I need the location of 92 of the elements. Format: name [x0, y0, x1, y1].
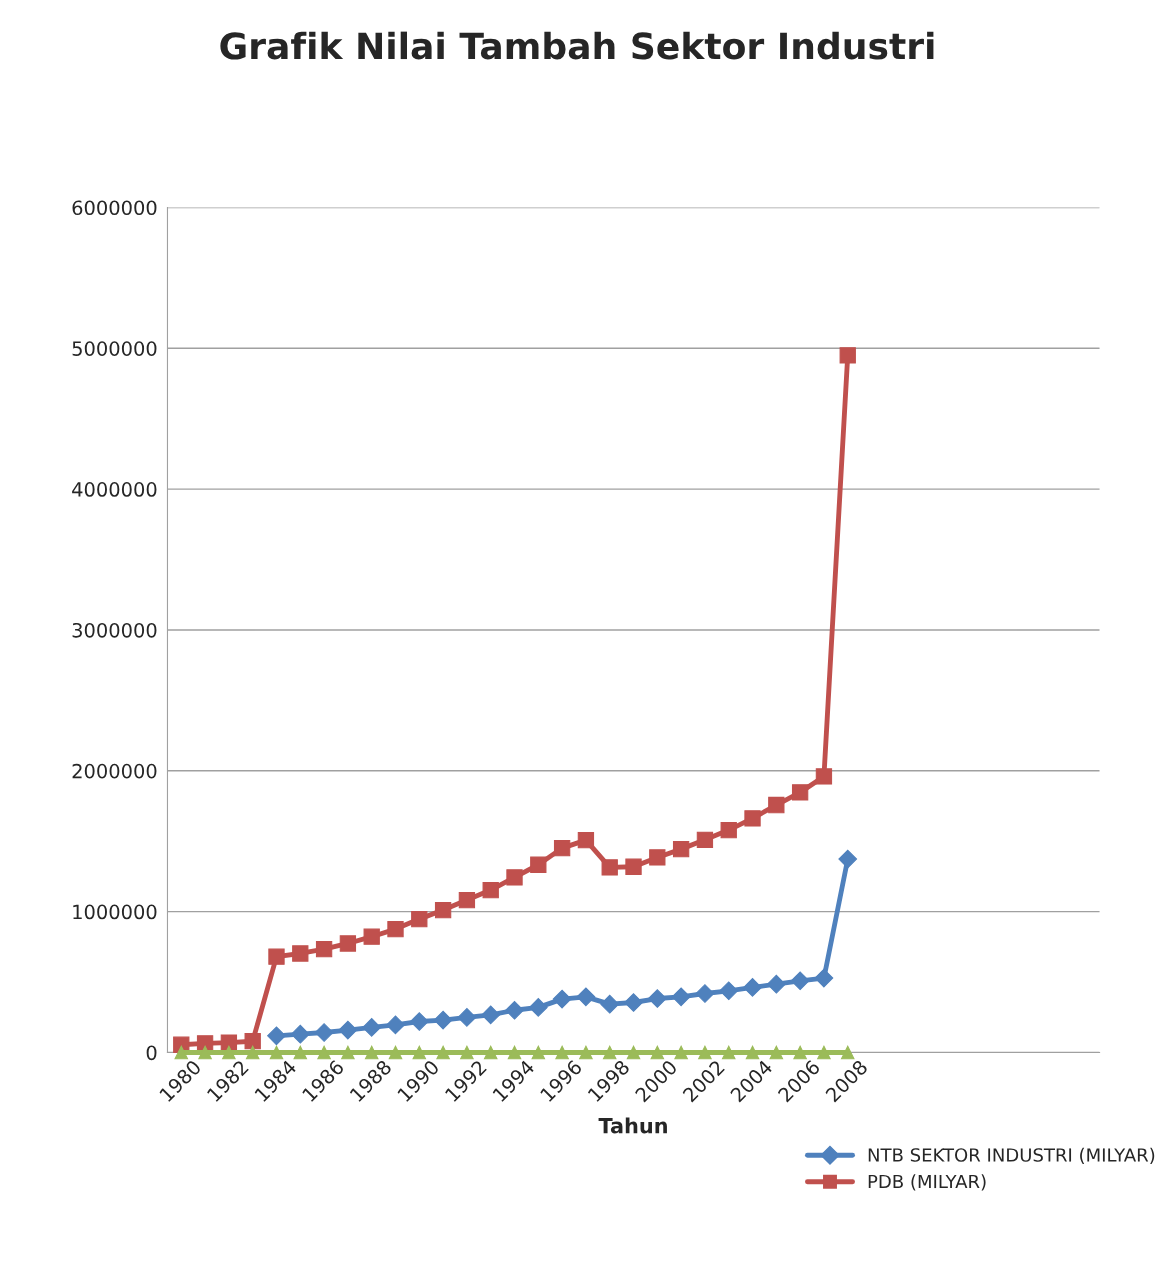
point — [222, 1045, 236, 1060]
point — [528, 998, 548, 1017]
point — [433, 1010, 453, 1030]
point — [745, 1045, 760, 1060]
point — [814, 968, 834, 988]
point — [388, 1045, 403, 1060]
point — [553, 839, 571, 857]
y-tick-label: 1000000 — [73, 904, 157, 920]
point — [362, 1018, 382, 1037]
point — [530, 856, 547, 873]
point — [743, 978, 762, 997]
point — [507, 1045, 522, 1060]
point — [198, 1045, 212, 1060]
point — [412, 1045, 427, 1060]
point — [267, 1026, 286, 1046]
point — [220, 1034, 238, 1051]
point — [341, 1045, 355, 1060]
point — [696, 831, 714, 848]
y-tick-label: 4000000 — [72, 482, 157, 497]
point — [624, 993, 643, 1012]
point — [839, 347, 856, 364]
legend-label: PDB (MILYAR) — [868, 1174, 986, 1191]
y-tick-label: 3000000 — [72, 622, 157, 638]
point — [838, 849, 858, 869]
point — [409, 1012, 429, 1031]
point — [292, 945, 309, 962]
point — [815, 768, 833, 785]
point — [386, 1015, 405, 1035]
point — [338, 1020, 358, 1040]
point — [387, 920, 404, 938]
point — [317, 1045, 331, 1060]
point — [626, 1045, 641, 1060]
point — [650, 1045, 665, 1060]
point — [481, 1005, 501, 1025]
point — [649, 849, 666, 866]
point — [482, 881, 499, 899]
point — [174, 1045, 189, 1060]
point — [601, 859, 618, 876]
point — [769, 1045, 784, 1060]
point — [602, 1045, 617, 1060]
point — [458, 891, 476, 909]
point — [674, 1045, 688, 1060]
point — [579, 1045, 593, 1060]
point — [339, 935, 357, 952]
point — [766, 974, 786, 994]
point — [506, 869, 523, 886]
point — [314, 1023, 334, 1042]
legend-label: NTB SEKTOR INDUSTRI (MILYAR) — [868, 1147, 1155, 1164]
point — [245, 1045, 260, 1060]
point — [698, 1045, 712, 1060]
point — [555, 1045, 569, 1060]
point — [268, 948, 285, 965]
point — [364, 1045, 379, 1060]
y-tick-label: 5000000 — [72, 341, 157, 356]
point — [600, 994, 620, 1014]
point — [290, 1024, 310, 1044]
point — [411, 910, 428, 928]
x-axis-title: Tahun — [598, 1117, 667, 1134]
point — [695, 984, 715, 1003]
y-tick-label: 2000000 — [72, 763, 157, 779]
point — [625, 858, 642, 875]
point — [577, 831, 595, 849]
point — [768, 796, 785, 814]
point — [460, 1045, 474, 1060]
point — [793, 1045, 807, 1060]
point — [647, 989, 667, 1008]
point — [672, 840, 690, 858]
point — [531, 1045, 546, 1060]
y-tick-label: 0 — [146, 1045, 157, 1061]
point — [483, 1045, 498, 1060]
point — [363, 928, 380, 945]
point — [269, 1045, 284, 1060]
point — [790, 971, 810, 991]
point — [576, 987, 596, 1007]
point — [244, 1033, 261, 1050]
point — [505, 1000, 524, 1020]
point — [720, 821, 737, 839]
point — [457, 1008, 477, 1027]
point — [671, 987, 691, 1007]
point — [744, 810, 761, 827]
point — [719, 981, 739, 1001]
point — [791, 784, 809, 801]
point — [840, 1045, 855, 1060]
point — [434, 901, 452, 919]
point — [293, 1045, 308, 1060]
point — [436, 1045, 450, 1060]
y-tick-label: 6000000 — [72, 200, 157, 216]
point — [552, 989, 572, 1009]
point — [721, 1045, 736, 1060]
point — [817, 1045, 831, 1060]
chart-title: Grafik Nilai Tambah Sektor Industri — [220, 31, 934, 60]
point — [315, 940, 333, 958]
